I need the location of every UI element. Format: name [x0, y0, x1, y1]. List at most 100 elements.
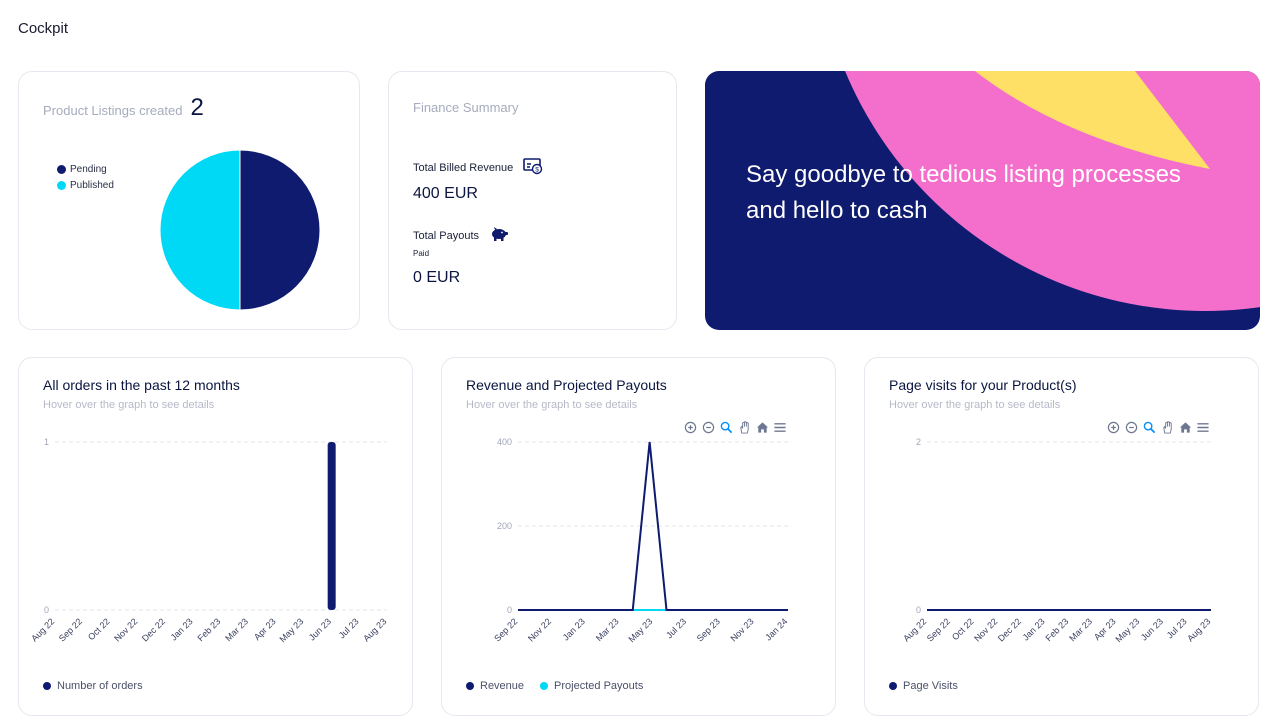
zoom-in-icon[interactable]	[683, 420, 697, 434]
revenue-ytick-label: 200	[497, 521, 512, 531]
legend-label-revenue: Revenue	[480, 680, 525, 692]
listings-legend: Pending Published	[57, 164, 114, 196]
pan-hand-icon[interactable]	[1160, 420, 1174, 434]
product-listings-card: Product Listings created 2 Pending Publi…	[18, 71, 360, 330]
finance-title: Finance Summary	[413, 100, 519, 115]
orders-legend: Number of orders	[43, 680, 143, 692]
visits-xtick-label: May 23	[1113, 616, 1141, 644]
visits-chart-title: Page visits for your Product(s)	[889, 377, 1077, 393]
promo-banner[interactable]: Say goodbye to tedious listing processes…	[705, 71, 1260, 330]
billed-revenue-value: 400 EUR	[413, 185, 478, 202]
pending-dot	[57, 165, 66, 174]
promo-background-shapes	[845, 71, 1260, 311]
legend-item-orders[interactable]: Number of orders	[43, 680, 143, 692]
visits-xtick-label: Dec 22	[996, 616, 1023, 643]
visits-xtick-label: Aug 22	[901, 616, 928, 643]
legend-item-published[interactable]: Published	[57, 180, 114, 191]
visits-xtick-label: Jun 23	[1139, 616, 1165, 642]
revenue-chart-card: Revenue and Projected Payouts Hover over…	[441, 357, 836, 716]
revenue-chart-hint: Hover over the graph to see details	[466, 399, 638, 411]
visits-chart-card: Page visits for your Product(s) Hover ov…	[864, 357, 1259, 716]
revenue-xtick-label: Sep 23	[695, 616, 722, 643]
revenue-xtick-label: Jan 23	[561, 616, 587, 642]
orders-xtick-label: Sep 22	[57, 616, 84, 643]
orders-xtick-label: Jun 23	[307, 616, 333, 642]
zoom-out-icon[interactable]	[1124, 420, 1138, 434]
revenue-xtick-label: Jul 23	[664, 616, 688, 640]
menu-icon[interactable]	[1196, 420, 1210, 434]
legend-item-revenue[interactable]: Revenue	[466, 680, 524, 692]
legend-item-page-visits[interactable]: Page Visits	[889, 680, 958, 692]
orders-xtick-label: Aug 23	[361, 616, 388, 643]
visits-xtick-label: Mar 23	[1067, 616, 1094, 643]
orders-ytick-label: 1	[44, 437, 49, 447]
revenue-chart-title: Revenue and Projected Payouts	[466, 377, 667, 393]
revenue-xtick-label: Mar 23	[594, 616, 621, 643]
piggy-bank-icon	[489, 226, 509, 245]
orders-xtick-label: Apr 23	[252, 616, 278, 642]
order-bar	[327, 442, 336, 610]
visits-xtick-label: Jan 23	[1021, 616, 1047, 642]
listings-pie-chart[interactable]	[159, 149, 321, 316]
orders-xtick-label: Aug 22	[29, 616, 56, 643]
listings-header: Product Listings created 2	[43, 94, 204, 122]
pie-slice-pending[interactable]	[239, 149, 321, 311]
legend-label-published: Published	[70, 180, 114, 191]
orders-xtick-label: Nov 22	[112, 616, 139, 643]
orders-bar-chart[interactable]: 0 1 Aug 22 Sep 22 Oct 22 Nov 22 Dec 22 Jan 23 Fe…	[19, 428, 414, 658]
visits-xtick-label: Feb 23	[1044, 616, 1071, 643]
menu-icon[interactable]	[773, 420, 787, 434]
revenue-dot	[466, 682, 474, 690]
orders-chart-hint: Hover over the graph to see details	[43, 399, 215, 411]
legend-item-projected-payouts[interactable]: Projected Payouts	[540, 680, 643, 692]
revenue-xtick-label: Nov 22	[526, 616, 553, 643]
orders-dot	[43, 682, 51, 690]
revenue-line-chart[interactable]: 0 200 400 Sep 22 Nov 22 Jan 23 Mar 23 May 23 Jul…	[442, 428, 837, 658]
visits-chart-hint: Hover over the graph to see details	[889, 399, 1061, 411]
legend-item-pending[interactable]: Pending	[57, 164, 114, 175]
revenue-ytick-label: 400	[497, 437, 512, 447]
zoom-select-icon[interactable]	[1142, 420, 1156, 434]
series-line-revenue	[518, 441, 788, 611]
legend-label-projected-payouts: Projected Payouts	[554, 680, 644, 692]
svg-text:$: $	[535, 167, 539, 174]
home-icon[interactable]	[1178, 420, 1192, 434]
revenue-xtick-label: May 23	[626, 616, 654, 644]
published-dot	[57, 181, 66, 190]
zoom-select-icon[interactable]	[719, 420, 733, 434]
orders-chart-title: All orders in the past 12 months	[43, 377, 240, 393]
home-icon[interactable]	[755, 420, 769, 434]
projected-payouts-dot	[540, 682, 549, 690]
promo-text: Say goodbye to tedious listing processes…	[746, 161, 1181, 224]
visits-xtick-label: Sep 22	[925, 616, 952, 643]
visits-chart-toolbar	[1106, 420, 1210, 434]
zoom-in-icon[interactable]	[1106, 420, 1120, 434]
visits-xtick-label: Aug 23	[1185, 616, 1212, 643]
legend-label-pending: Pending	[70, 164, 107, 175]
orders-chart-card: All orders in the past 12 months Hover o…	[18, 357, 413, 716]
pan-hand-icon[interactable]	[737, 420, 751, 434]
payouts-status: Paid	[413, 249, 430, 258]
legend-label-orders: Number of orders	[57, 680, 143, 692]
revenue-xtick-label: Sep 22	[492, 616, 519, 643]
revenue-legend: Revenue Projected Payouts	[466, 680, 643, 692]
visits-xtick-label: Nov 22	[972, 616, 999, 643]
listings-title: Product Listings created	[43, 103, 183, 118]
orders-xtick-label: Mar 23	[223, 616, 250, 643]
orders-xtick-label: Jan 23	[169, 616, 195, 642]
page-title: Cockpit	[18, 20, 69, 37]
visits-legend: Page Visits	[889, 680, 958, 692]
revenue-ytick-label: 0	[507, 605, 512, 615]
revenue-xtick-label: Nov 23	[728, 616, 755, 643]
money-bill-icon: $	[523, 157, 543, 178]
orders-xtick-label: Dec 22	[140, 616, 167, 643]
orders-xtick-label: May 23	[277, 616, 305, 644]
zoom-out-icon[interactable]	[701, 420, 715, 434]
visits-xtick-label: Oct 22	[950, 616, 976, 642]
pie-slice-published[interactable]	[159, 149, 241, 311]
payouts-label: Total Payouts	[413, 229, 480, 242]
orders-xtick-label: Oct 22	[86, 616, 112, 642]
listings-count: 2	[190, 94, 204, 121]
revenue-chart-toolbar	[683, 420, 787, 434]
